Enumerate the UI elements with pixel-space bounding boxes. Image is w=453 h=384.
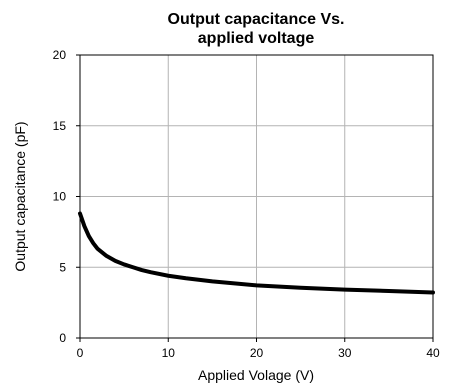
chart-title-line-2: applied voltage [198, 30, 315, 47]
x-tick-label: 10 [162, 346, 176, 360]
chart-title-line-1: Output capacitance Vs. [168, 11, 345, 28]
x-axis-label: Applied Volage (V) [198, 367, 314, 383]
y-tick-label: 0 [59, 331, 66, 345]
y-tick-label: 15 [53, 119, 67, 133]
x-tick-label: 30 [338, 346, 352, 360]
y-tick-label: 10 [53, 190, 67, 204]
capacitance-curve [78, 211, 435, 295]
data-series [78, 211, 435, 295]
x-tick-label: 0 [77, 346, 84, 360]
y-tick-label: 5 [59, 260, 66, 274]
axis-ticks: 0 10 20 30 40 0 5 10 15 20 [53, 48, 440, 360]
x-tick-label: 40 [426, 346, 440, 360]
x-tick-label: 20 [250, 346, 264, 360]
y-axis-label: Output capacitance (pF) [12, 121, 28, 271]
y-tick-label: 20 [53, 48, 67, 62]
